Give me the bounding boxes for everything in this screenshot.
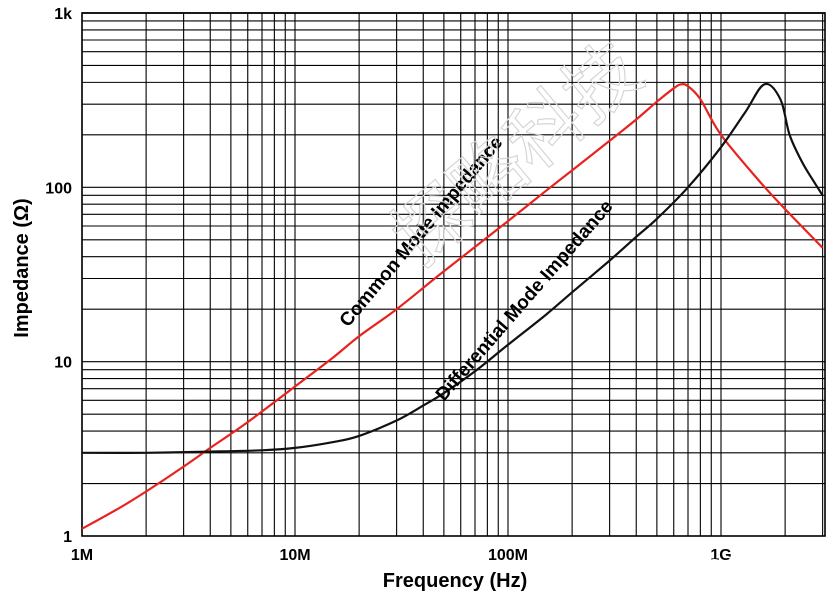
watermark-chinese: 探略科技: [376, 26, 658, 282]
y-axis-title: Impedance (Ω): [11, 198, 33, 337]
axis-ticks: 1M 10M 100M 1G 1 10 100 1k: [45, 6, 731, 564]
x-tick-label: 1G: [710, 547, 731, 564]
x-tick-label: 1M: [71, 547, 93, 564]
y-tick-label: 100: [45, 180, 72, 197]
common-mode-impedance-line: [81, 83, 824, 530]
y-tick-label: 1k: [54, 6, 72, 23]
watermark-credit: 知乎 @张小林: [661, 555, 781, 577]
x-tick-label: 10M: [279, 547, 310, 564]
x-tick-label: 100M: [488, 547, 528, 564]
x-axis-title: Frequency (Hz): [383, 570, 527, 592]
differential-mode-impedance-line: [81, 82, 824, 454]
y-tick-label: 1: [63, 529, 72, 546]
series-lines: [81, 82, 824, 530]
plot-grid: [81, 12, 826, 537]
plot-frame: [81, 12, 826, 537]
y-tick-label: 10: [54, 355, 72, 372]
